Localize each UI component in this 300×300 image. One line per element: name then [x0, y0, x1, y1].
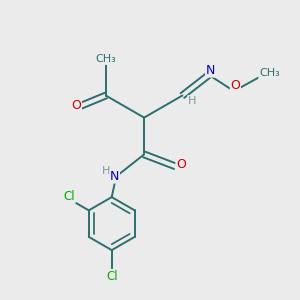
Text: CH₃: CH₃	[95, 54, 116, 64]
Text: O: O	[176, 158, 186, 171]
Text: Cl: Cl	[106, 269, 118, 283]
Text: N: N	[206, 64, 215, 77]
Text: H: H	[188, 96, 196, 106]
Text: N: N	[110, 170, 119, 183]
Text: H: H	[102, 166, 110, 176]
Text: Cl: Cl	[64, 190, 75, 203]
Text: O: O	[230, 79, 240, 92]
Text: CH₃: CH₃	[259, 68, 280, 78]
Text: O: O	[71, 99, 81, 112]
